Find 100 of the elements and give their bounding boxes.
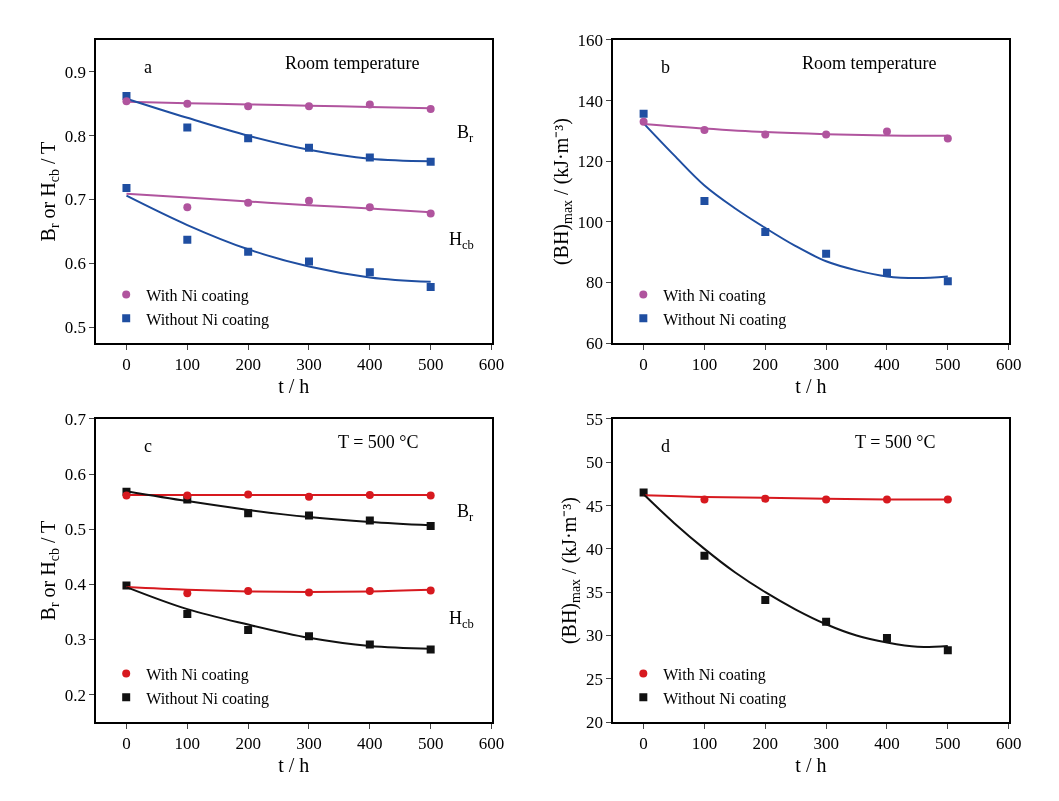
point [183, 589, 192, 598]
y-tick-label: 160 [577, 30, 604, 50]
x-tick-label: 100 [691, 355, 718, 375]
point [943, 495, 952, 504]
x-tick-label: 600 [478, 734, 505, 754]
x-tick-label: 500 [417, 355, 444, 375]
point [882, 495, 891, 504]
legend-label: With Ni coating [663, 665, 766, 684]
y-tick-label: 120 [577, 152, 604, 172]
point [426, 491, 435, 500]
y-tick-label: 0.4 [64, 575, 87, 595]
annotation: c [144, 436, 152, 456]
point [761, 130, 770, 139]
x-tick-label: 100 [174, 734, 201, 754]
point [244, 586, 253, 595]
point [882, 634, 891, 643]
point [943, 277, 952, 286]
y-tick-label: 0.6 [64, 254, 86, 274]
x-tick-label: 200 [752, 355, 779, 375]
legend-label: With Ni coating [146, 665, 249, 684]
y-tick-label: 80 [586, 273, 604, 293]
annotation: T = 500 °C [338, 432, 419, 452]
y-tick-label: 0.3 [64, 630, 86, 650]
point [244, 102, 253, 111]
point [943, 134, 952, 143]
point [822, 495, 831, 504]
y-tick-label: 140 [577, 91, 604, 111]
point [183, 610, 192, 619]
point [761, 596, 770, 604]
point [122, 184, 131, 193]
point [639, 109, 648, 118]
point [183, 203, 192, 212]
point [183, 99, 192, 108]
annotation: H$_{cb}$ [449, 608, 474, 631]
legend-label: Without Ni coating [663, 689, 787, 708]
x-tick-label: 100 [174, 355, 201, 375]
legend-label: Without Ni coating [146, 310, 270, 329]
point [822, 130, 831, 139]
point [304, 196, 313, 205]
annotation: d [661, 436, 670, 456]
point [761, 494, 770, 503]
x-tick-label: 0 [639, 734, 648, 754]
x-axis-title: t / h [795, 754, 827, 777]
point [426, 104, 435, 113]
point [700, 196, 709, 205]
point [426, 282, 435, 291]
x-tick-label: 200 [235, 355, 261, 375]
point [700, 551, 709, 560]
point [365, 203, 374, 212]
point [304, 492, 313, 501]
x-tick-label: 0 [122, 734, 131, 754]
y-tick-label: 100 [577, 212, 604, 232]
x-tick-label: 300 [296, 355, 322, 375]
y-tick-label: 55 [586, 409, 604, 429]
annotation: a [144, 57, 152, 77]
point [122, 97, 131, 106]
y-tick-label: 0.6 [64, 465, 86, 485]
x-tick-label: 0 [122, 355, 131, 375]
x-tick-label: 400 [357, 355, 383, 375]
point [304, 257, 313, 266]
y-tick-label: 0.2 [64, 685, 86, 705]
y-tick-label: 0.8 [64, 126, 86, 146]
y-tick-label: 0.7 [64, 190, 87, 210]
point [426, 586, 435, 595]
x-tick-label: 400 [357, 734, 383, 754]
y-tick-label: 60 [586, 334, 604, 354]
x-tick-label: 300 [813, 355, 839, 375]
point [365, 268, 374, 277]
y-tick-label: 50 [586, 453, 604, 473]
x-tick-label: 600 [995, 734, 1022, 754]
point [183, 235, 192, 244]
point [183, 123, 192, 132]
legend-label: Without Ni coating [663, 310, 787, 329]
point [365, 586, 374, 595]
y-tick-label: 0.9 [64, 62, 86, 82]
x-tick-label: 600 [478, 355, 505, 375]
x-tick-label: 600 [995, 355, 1022, 375]
point [365, 100, 374, 109]
point [244, 626, 253, 635]
legend-label: With Ni coating [146, 286, 249, 305]
point [639, 117, 648, 126]
point [882, 127, 891, 136]
x-tick-label: 300 [296, 734, 322, 754]
point [244, 198, 253, 207]
x-tick-label: 500 [935, 734, 961, 754]
point [822, 249, 831, 258]
x-tick-label: 200 [752, 734, 779, 754]
x-tick-label: 300 [813, 734, 839, 754]
annotation: B$_{r}$ [457, 122, 475, 145]
annotation: T = 500 °C [855, 432, 936, 452]
x-tick-label: 100 [691, 734, 718, 754]
point [700, 126, 709, 134]
x-tick-label: 400 [874, 355, 900, 375]
x-tick-label: 500 [417, 734, 444, 754]
point [426, 209, 435, 218]
annotation: b [661, 57, 670, 77]
y-tick-label: 0.7 [64, 409, 87, 429]
x-tick-label: 0 [639, 355, 648, 375]
point [122, 491, 131, 500]
y-tick-label: 35 [586, 583, 604, 603]
